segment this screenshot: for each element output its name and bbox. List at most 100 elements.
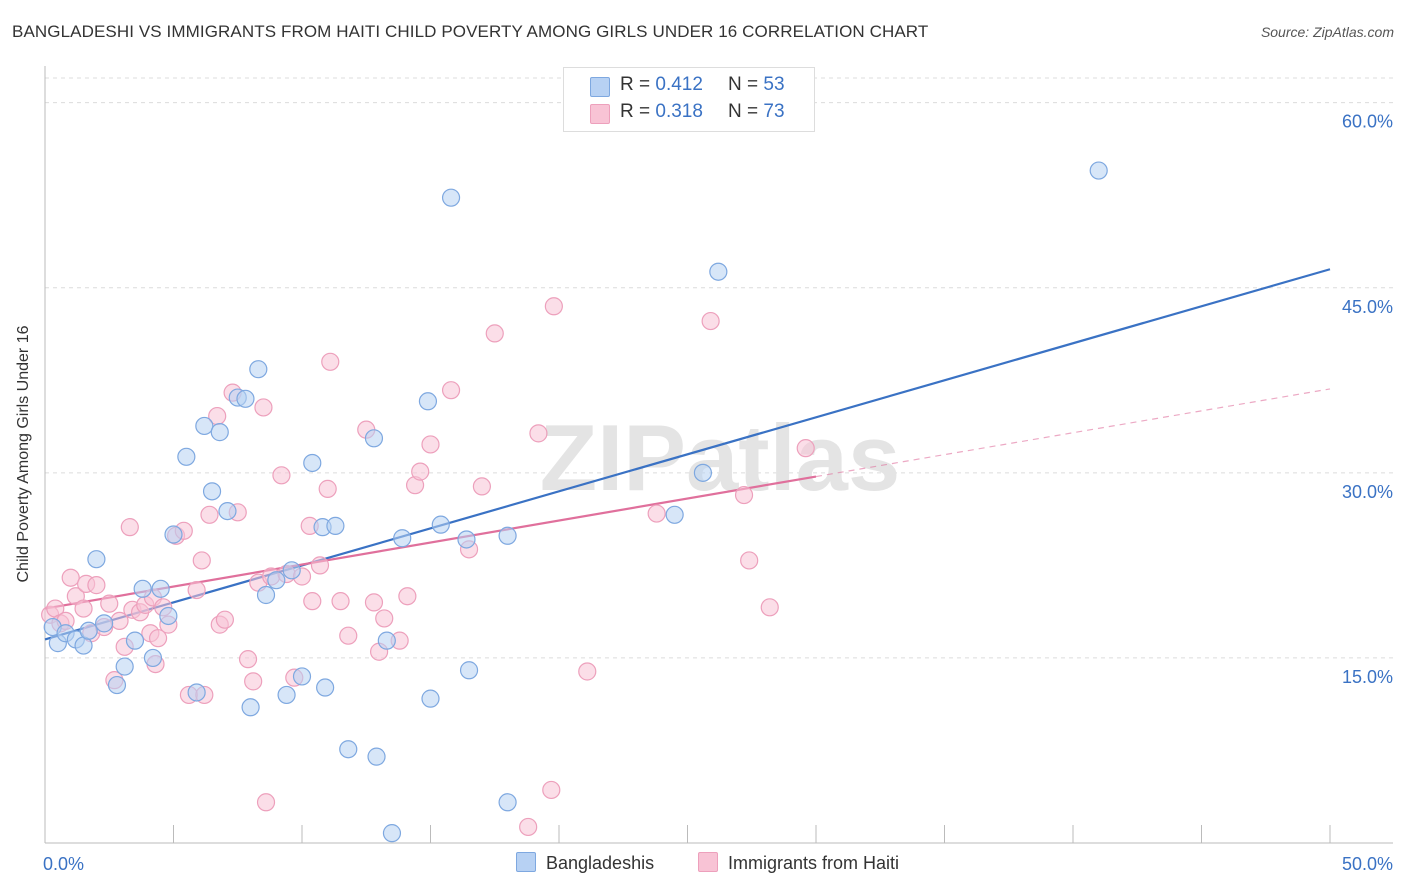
haiti-point — [256, 793, 276, 812]
bangladeshi-point — [459, 661, 479, 680]
bangladeshi-point — [364, 429, 384, 448]
chart-title: BANGLADESHI VS IMMIGRANTS FROM HAITI CHI… — [12, 22, 929, 41]
bangladeshi-point — [87, 550, 106, 569]
bangladeshi-point — [431, 515, 450, 534]
haiti-point — [740, 551, 759, 570]
bangladeshi-point — [316, 678, 335, 697]
haiti-point — [74, 599, 93, 618]
bangladeshi-point — [249, 360, 268, 379]
n-value: 53 — [763, 74, 785, 95]
haiti-point — [148, 629, 168, 648]
haiti-point — [734, 485, 754, 505]
r-value: 0.318 — [655, 101, 703, 122]
bangladeshi-point — [151, 579, 170, 598]
bangladeshi-point — [125, 631, 145, 650]
bangladeshi-point — [498, 793, 517, 812]
bangladeshi-point — [202, 482, 222, 501]
data-points — [41, 161, 1108, 843]
haiti-point — [87, 576, 106, 595]
haiti-point — [254, 398, 273, 417]
bangladeshi-point — [133, 579, 152, 598]
bangladeshi-point — [187, 683, 206, 702]
blue-swatch-icon — [590, 77, 610, 97]
y-axis-label: Child Poverty Among Girls Under 16 — [15, 325, 32, 583]
haiti-trend-line — [44, 475, 817, 610]
bangladeshi-point — [210, 423, 229, 442]
bangladeshi-point — [1089, 161, 1108, 180]
bangladeshi-point — [195, 416, 214, 436]
haiti-point — [244, 672, 263, 691]
haiti-point — [421, 435, 440, 454]
haiti-point — [760, 598, 779, 617]
y-tick-label: 15.0% — [1342, 667, 1393, 687]
haiti-point — [519, 817, 538, 837]
haiti-point — [120, 518, 139, 537]
bangladeshi-trend-line — [44, 268, 1331, 641]
bangladeshi-point — [339, 740, 358, 759]
bangladeshi-point — [393, 529, 412, 548]
bangladeshi-point — [143, 648, 163, 668]
haiti-point — [544, 297, 563, 316]
haiti-trend-extension — [815, 388, 1331, 478]
haiti-point — [310, 556, 330, 575]
haiti-point — [61, 568, 80, 587]
bangladeshi-point — [241, 698, 260, 717]
bangladeshi-point — [115, 657, 134, 676]
haiti-point — [318, 479, 337, 498]
x-tick-label: 0.0% — [43, 854, 84, 874]
watermark: ZIPatlas — [540, 405, 901, 510]
bangladeshi-point — [159, 606, 178, 626]
legend-item-haiti: Immigrants from Haiti — [698, 852, 899, 874]
legend-label: Immigrants from Haiti — [728, 853, 900, 873]
blue-swatch-icon — [516, 852, 536, 872]
bangladeshi-point — [107, 675, 127, 695]
haiti-point — [485, 324, 504, 343]
bangladeshi-point — [441, 188, 461, 207]
bangladeshi-point — [218, 501, 237, 521]
bangladeshi-point — [303, 453, 322, 473]
bangladeshi-point — [693, 463, 713, 482]
bangladeshi-point — [277, 685, 296, 705]
haiti-point — [321, 352, 340, 371]
haiti-point — [272, 466, 291, 485]
haiti-point — [187, 580, 206, 600]
trend-lines — [44, 268, 1331, 641]
bangladeshi-point — [421, 689, 440, 708]
grid-lines — [45, 77, 1393, 659]
x-tick-label: 50.0% — [1342, 854, 1393, 874]
haiti-point — [411, 462, 430, 481]
y-tick-label: 60.0% — [1342, 112, 1393, 132]
haiti-point — [215, 610, 234, 629]
haiti-point — [364, 593, 384, 612]
r-value: 0.412 — [655, 74, 703, 95]
bangladeshi-point — [177, 447, 196, 466]
bangladeshi-point — [709, 262, 728, 281]
haiti-point — [238, 650, 258, 669]
y-tick-label: 45.0% — [1342, 297, 1393, 317]
bangladeshi-point — [282, 561, 301, 580]
haiti-point — [200, 505, 219, 524]
tick-labels: 15.0% 30.0% 45.0% 60.0% 0.0% 50.0% — [43, 112, 1393, 874]
haiti-point — [303, 592, 322, 611]
n-label: N = — [728, 101, 764, 122]
source-label: Source: ZipAtlas.com — [1260, 24, 1394, 40]
haiti-point — [529, 424, 548, 443]
r-label: R = — [620, 74, 656, 95]
haiti-point — [192, 551, 211, 570]
bangladeshi-point — [498, 526, 517, 545]
haiti-point — [441, 381, 461, 400]
bangladeshi-point — [367, 747, 386, 766]
bangladeshi-point — [292, 667, 312, 686]
r-label: R = — [620, 101, 656, 122]
bangladeshi-point — [326, 516, 345, 535]
haiti-point — [796, 439, 815, 458]
legend-item-bangladeshis: Bangladeshis — [516, 852, 654, 874]
haiti-point — [578, 662, 597, 681]
haiti-point — [701, 311, 720, 331]
bangladeshi-point — [382, 824, 402, 843]
pink-swatch-icon — [698, 852, 718, 872]
bangladeshi-point — [665, 505, 684, 524]
bangladeshi-point — [267, 571, 286, 590]
y-tick-label: 30.0% — [1342, 482, 1393, 502]
